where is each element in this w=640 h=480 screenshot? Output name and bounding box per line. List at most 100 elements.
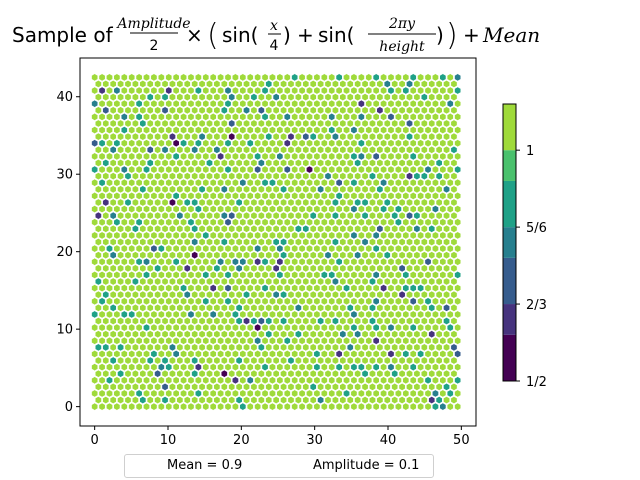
hex-cell [254,297,262,306]
hex-cell [276,271,284,279]
hex-cell [324,264,332,273]
hex-cell [235,198,243,207]
hex-cell [128,402,136,411]
hex-cell [409,336,417,345]
hex-cell [124,251,132,260]
hex-cell [354,93,362,102]
hex-cell [398,185,406,194]
hex-cell [220,172,228,181]
hex-cell [132,132,139,141]
hex-cell [106,99,113,108]
hex-cell [454,218,462,227]
hex-cell [283,363,291,372]
hex-cell [109,106,117,115]
hex-cell [187,99,195,108]
hex-cell [202,323,210,332]
hex-cell [454,165,462,174]
hex-cell [432,152,439,161]
hex-cell [154,382,161,391]
hex-cell [91,363,99,372]
hex-cell [298,271,306,279]
hex-cell [117,317,124,325]
hex-cell [387,389,395,398]
hex-cell [206,224,213,233]
hex-cell [150,402,158,411]
hex-cell [232,310,239,319]
hex-cell [232,244,239,253]
hex-cell [443,198,450,207]
y-tick-label: 30 [56,168,73,183]
hex-cell [102,330,110,339]
hex-cell [391,251,399,260]
hex-cell [309,119,317,128]
hex-cell [317,145,324,154]
hex-cell [291,192,299,200]
hex-cell [317,172,324,181]
hex-cell [387,126,395,134]
hex-cell [146,290,154,299]
hex-cell [98,336,106,345]
hex-cell [228,356,236,365]
hex-cell [235,238,243,246]
hex-cell [209,363,217,372]
hex-cell [235,224,243,233]
hex-cell [350,178,358,187]
hex-cell [450,224,458,233]
hex-cell [306,139,313,148]
hex-cell [183,198,191,207]
hex-cell [302,396,310,404]
hex-cell [383,238,391,246]
hex-cell [309,330,317,339]
hex-cell [420,238,428,246]
hex-cell [146,238,154,246]
hex-cell [239,363,247,372]
hex-cell [395,231,402,240]
hex-cell [269,244,276,253]
hex-cell [376,277,384,286]
hex-cell [417,99,424,108]
hex-cell [180,165,187,174]
hex-cell [169,185,176,194]
hex-cell [150,336,158,345]
hex-cell [143,86,150,95]
hex-cell [95,93,102,102]
hex-cell [228,290,236,299]
hex-cell [339,264,347,273]
hex-cell [209,376,217,385]
hex-cell [239,284,247,292]
hex-cell [380,126,387,134]
hex-cell [257,330,265,339]
hex-cell [257,159,265,167]
hex-cell [113,192,121,200]
hex-cell [195,112,202,121]
hex-cell [439,376,447,385]
hex-cell [454,402,462,411]
hex-cell [220,277,228,286]
hex-cell [328,192,336,200]
hex-cell [372,178,380,187]
hex-cell [350,271,358,279]
hex-cell [217,271,224,279]
hex-cell [254,257,262,266]
hex-cell [150,218,158,227]
hex-cell [372,112,380,121]
hex-cell [372,389,380,398]
hex-cell [402,336,410,345]
hex-cell [339,303,347,312]
hex-cell [120,73,128,82]
hex-cell [320,165,328,174]
hex-cell [257,80,265,88]
hex-cell [150,284,158,292]
hex-cell [254,389,262,398]
hex-cell [346,290,354,299]
hex-cell [246,323,254,332]
hex-cell [224,323,232,332]
hex-cell [187,86,195,95]
hex-cell [317,382,324,391]
hex-cell [239,178,247,187]
hex-cell [169,106,176,115]
hex-cell [120,139,128,148]
hex-cell [261,99,269,108]
hex-cell [424,126,432,134]
hex-cell [139,277,147,286]
